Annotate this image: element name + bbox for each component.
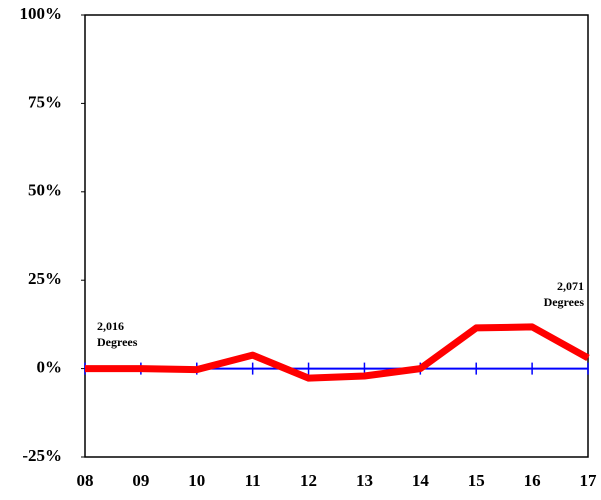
x-tick-label: 09 — [132, 471, 149, 490]
x-tick-label: 08 — [77, 471, 94, 490]
data-line — [85, 323, 590, 382]
y-tick-label: 100% — [20, 4, 63, 23]
x-tick-label: 12 — [300, 471, 317, 490]
plot-frame — [84, 14, 589, 458]
x-tick-label: 14 — [412, 471, 430, 490]
y-tick-label: 75% — [28, 92, 62, 111]
x-tick-label: 13 — [356, 471, 373, 490]
y-tick-label: -25% — [22, 446, 62, 465]
annotation: Degrees — [544, 295, 585, 309]
x-tick-label: 10 — [188, 471, 205, 490]
x-tick-label: 17 — [580, 471, 598, 490]
annotation: 2,071 — [557, 279, 584, 293]
y-tick-label: 0% — [37, 358, 63, 377]
y-tick-label: 50% — [28, 181, 62, 200]
x-tick-label: 11 — [245, 471, 261, 490]
annotation: Degrees — [97, 335, 138, 349]
annotation: 2,016 — [97, 319, 124, 333]
x-tick-label: 16 — [524, 471, 541, 490]
y-tick-label: 25% — [28, 269, 62, 288]
x-tick-label: 15 — [468, 471, 485, 490]
